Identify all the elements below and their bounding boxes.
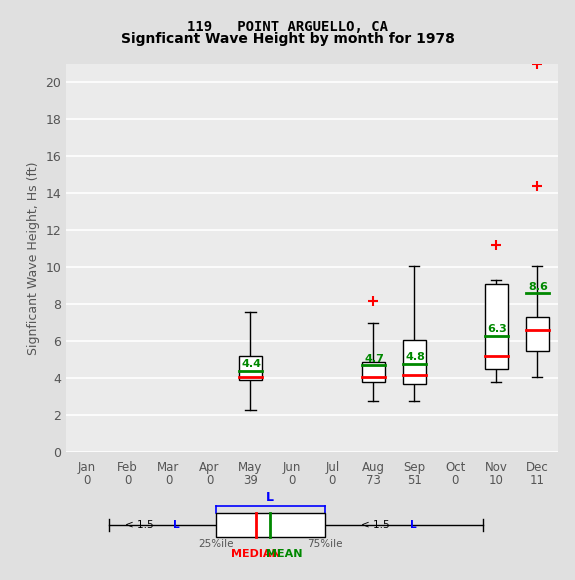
Text: Jul: Jul [325, 461, 340, 474]
Text: 0: 0 [329, 474, 336, 487]
Text: MEDIAN: MEDIAN [231, 549, 281, 559]
Text: Oct: Oct [445, 461, 466, 474]
Bar [526, 317, 549, 351]
Text: 0: 0 [165, 474, 172, 487]
Text: < 1.5: < 1.5 [125, 520, 156, 530]
Text: 8.6: 8.6 [528, 282, 548, 292]
Text: Nov: Nov [485, 461, 508, 474]
Text: 25%ile: 25%ile [198, 539, 233, 549]
Text: 0: 0 [83, 474, 90, 487]
Text: 0: 0 [451, 474, 459, 487]
Text: L: L [174, 520, 180, 530]
Text: 4.8: 4.8 [405, 352, 425, 362]
Bar [485, 284, 508, 369]
Text: Signficant Wave Height by month for 1978: Signficant Wave Height by month for 1978 [121, 32, 454, 46]
Text: 10: 10 [489, 474, 504, 487]
Text: Jan: Jan [78, 461, 95, 474]
Text: 75%ile: 75%ile [307, 539, 343, 549]
Text: 4.7: 4.7 [364, 354, 384, 364]
Text: L: L [266, 491, 274, 504]
Text: MEAN: MEAN [266, 549, 303, 559]
Text: 0: 0 [288, 474, 295, 487]
Text: Feb: Feb [117, 461, 138, 474]
Bar [239, 356, 262, 380]
Text: Mar: Mar [158, 461, 180, 474]
Text: Sep: Sep [403, 461, 426, 474]
Text: < 1.5: < 1.5 [361, 520, 392, 530]
Text: 51: 51 [407, 474, 422, 487]
Text: 0: 0 [206, 474, 213, 487]
Bar [403, 339, 426, 384]
Text: Aug: Aug [362, 461, 385, 474]
Text: 39: 39 [243, 474, 258, 487]
Text: 4.4: 4.4 [242, 360, 261, 369]
Text: May: May [238, 461, 263, 474]
Text: Apr: Apr [200, 461, 220, 474]
Text: Dec: Dec [526, 461, 549, 474]
Text: 0: 0 [124, 474, 131, 487]
Text: L: L [411, 520, 417, 530]
Text: 119   POINT ARGUELLO, CA: 119 POINT ARGUELLO, CA [187, 20, 388, 34]
Text: 73: 73 [366, 474, 381, 487]
Text: 6.3: 6.3 [487, 324, 507, 334]
Text: Jun: Jun [282, 461, 301, 474]
Text: 11: 11 [530, 474, 545, 487]
Bar [362, 362, 385, 382]
Y-axis label: Signficant Wave Height, Hs (ft): Signficant Wave Height, Hs (ft) [27, 161, 40, 355]
